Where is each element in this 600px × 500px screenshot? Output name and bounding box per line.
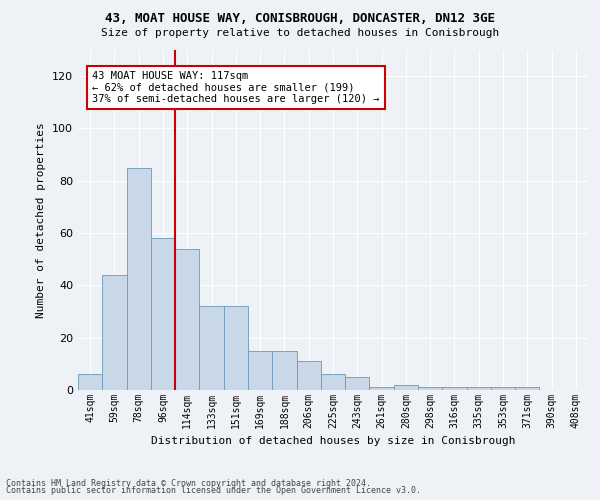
Text: 43, MOAT HOUSE WAY, CONISBROUGH, DONCASTER, DN12 3GE: 43, MOAT HOUSE WAY, CONISBROUGH, DONCAST… [105,12,495,26]
Bar [442,388,467,390]
Bar [321,374,345,390]
Bar [394,385,418,390]
Bar [127,168,151,390]
Text: Contains HM Land Registry data © Crown copyright and database right 2024.: Contains HM Land Registry data © Crown c… [6,478,371,488]
Y-axis label: Number of detached properties: Number of detached properties [37,122,46,318]
Bar [248,351,272,390]
Bar [418,388,442,390]
Bar [175,249,199,390]
Bar [78,374,102,390]
Bar [345,377,370,390]
Bar [515,388,539,390]
Bar [151,238,175,390]
Bar [370,388,394,390]
Bar [296,361,321,390]
Bar [102,275,127,390]
Text: Contains public sector information licensed under the Open Government Licence v3: Contains public sector information licen… [6,486,421,495]
Bar [467,388,491,390]
X-axis label: Distribution of detached houses by size in Conisbrough: Distribution of detached houses by size … [151,436,515,446]
Text: Size of property relative to detached houses in Conisbrough: Size of property relative to detached ho… [101,28,499,38]
Bar [224,306,248,390]
Bar [199,306,224,390]
Text: 43 MOAT HOUSE WAY: 117sqm
← 62% of detached houses are smaller (199)
37% of semi: 43 MOAT HOUSE WAY: 117sqm ← 62% of detac… [92,71,380,104]
Bar [491,388,515,390]
Bar [272,351,296,390]
